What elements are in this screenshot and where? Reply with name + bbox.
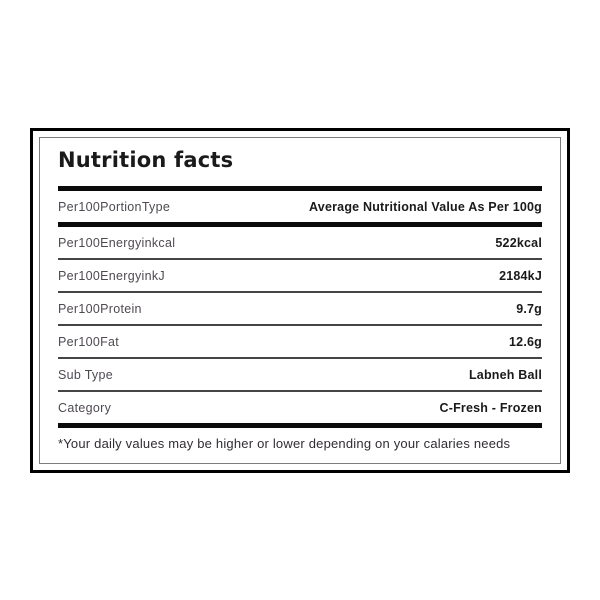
row-value: Labneh Ball	[468, 367, 542, 382]
row-label: Category	[58, 400, 112, 415]
row-label: Per100Energyinkcal	[58, 235, 176, 250]
row-value: 2184kJ	[499, 268, 542, 283]
table-row-fat: Per100Fat 12.6g	[58, 326, 542, 359]
table-row-sub-type: Sub Type Labneh Ball	[58, 359, 542, 392]
nutrition-facts-outer-frame: Nutrition facts Per100PortionType Averag…	[30, 128, 570, 473]
table-row-category: Category C-Fresh - Frozen	[58, 392, 542, 423]
thick-divider-bottom	[58, 423, 542, 428]
row-value: 9.7g	[516, 301, 542, 316]
row-value: C-Fresh - Frozen	[439, 400, 542, 415]
row-label: Sub Type	[58, 367, 113, 382]
table-row-energy-kcal: Per100Energyinkcal 522kcal	[58, 227, 542, 260]
thick-divider-top	[58, 186, 542, 191]
table-row-energy-kj: Per100EnergyinkJ 2184kJ	[58, 260, 542, 293]
row-value: 12.6g	[509, 334, 542, 349]
nutrition-facts-card: Nutrition facts Per100PortionType Averag…	[39, 137, 561, 464]
table-row-protein: Per100Protein 9.7g	[58, 293, 542, 326]
row-label: Per100Protein	[58, 301, 142, 316]
row-label: Per100PortionType	[58, 199, 171, 214]
thick-divider-after-portion-type	[58, 222, 542, 227]
row-value: Average Nutritional Value As Per 100g	[309, 199, 542, 214]
row-label: Per100Fat	[58, 334, 120, 349]
row-value: 522kcal	[495, 235, 542, 250]
daily-values-footnote: *Your daily values may be higher or lowe…	[58, 436, 511, 451]
row-label: Per100EnergyinkJ	[58, 268, 165, 283]
table-row-portion-type: Per100PortionType Average Nutritional Va…	[58, 191, 542, 222]
nutrition-facts-title: Nutrition facts	[58, 148, 234, 172]
